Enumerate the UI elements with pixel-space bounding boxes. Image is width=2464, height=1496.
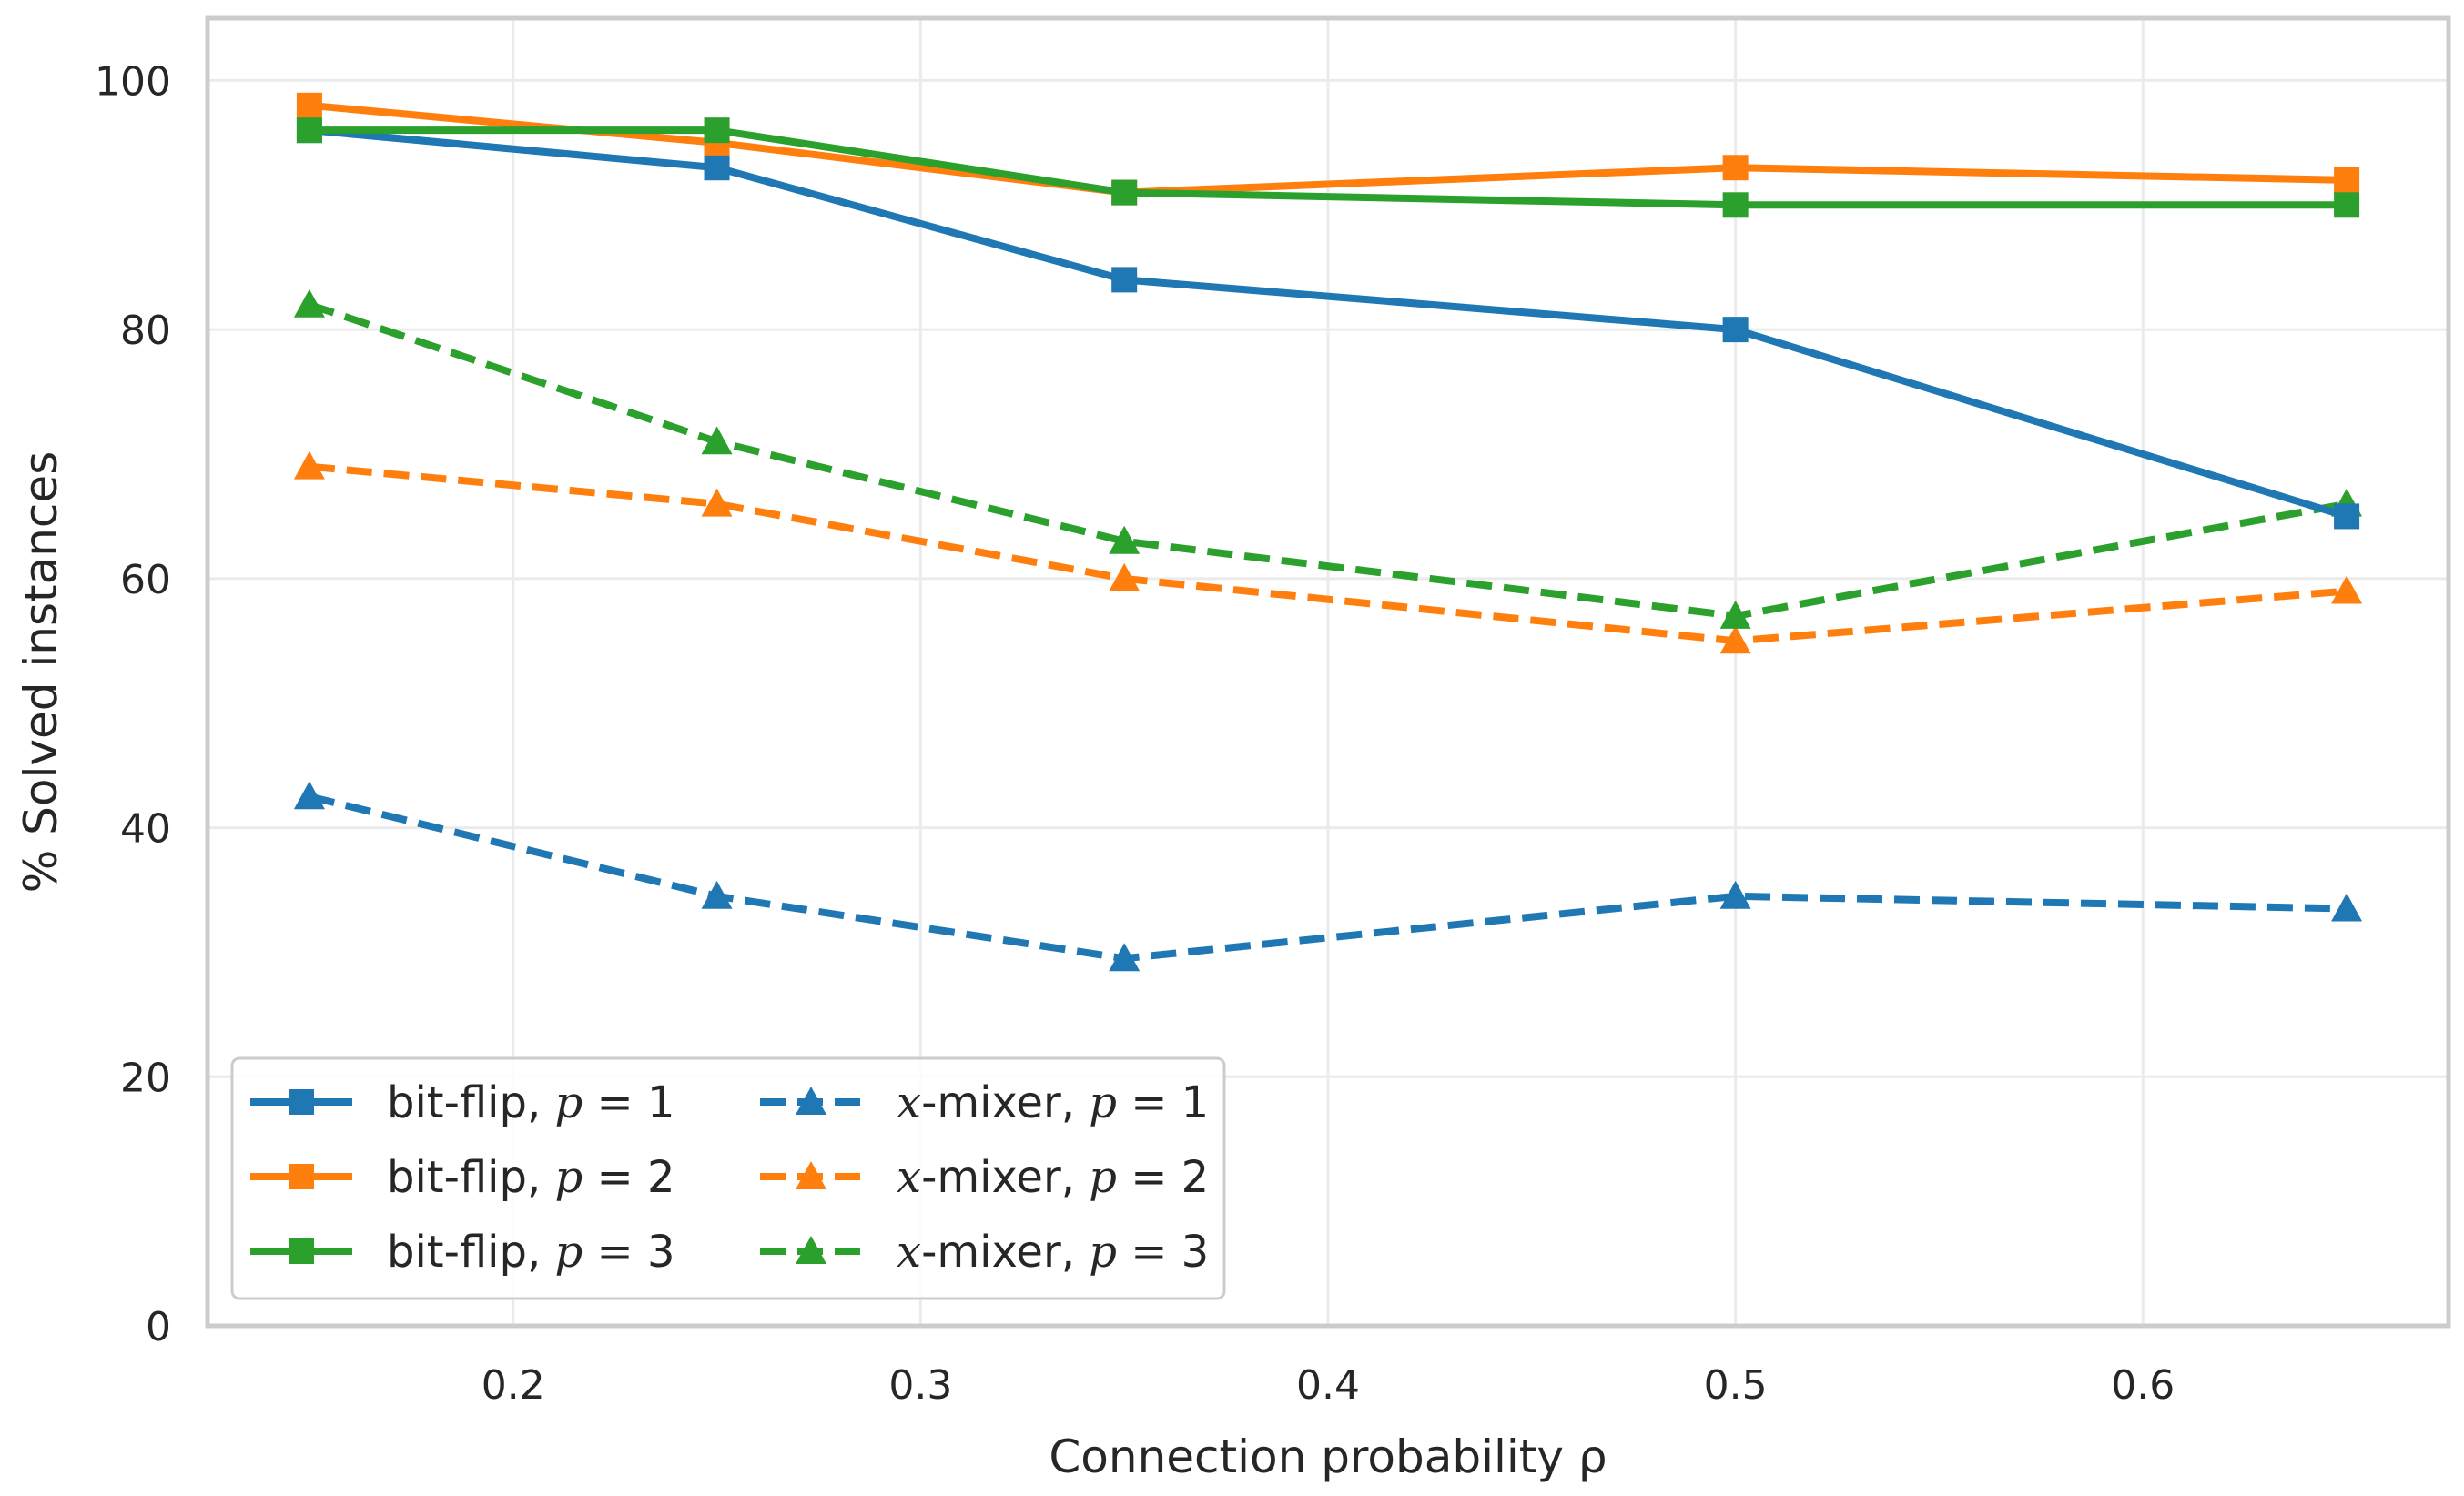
series-1-point-0 (296, 92, 322, 118)
legend-marker-5 (796, 1236, 826, 1264)
legend-item-4: x-mixer, p = 2 (760, 1152, 1209, 1203)
series-2-point-3 (1722, 192, 1749, 218)
series-4-point-1 (701, 488, 733, 517)
y-tick-label-5: 100 (95, 58, 171, 105)
legend: bit-flip, p = 1 bit-flip, p = 2 bit-flip, … (230, 1056, 1226, 1300)
series-4-point-0 (293, 450, 325, 480)
series-1-point-4 (2334, 167, 2360, 193)
legend-marker-0 (289, 1089, 314, 1115)
x-tick-label-0: 0.2 (482, 1362, 545, 1409)
legend-label-1: bit-flip, p = 2 (387, 1152, 675, 1203)
x-tick-label-1: 0.3 (888, 1362, 952, 1409)
series-0-point-1 (704, 155, 730, 181)
legend-label-3: x-mixer, p = 1 (897, 1077, 1209, 1128)
series-lines (293, 92, 2363, 972)
series-0-point-3 (1722, 317, 1749, 343)
legend-marker-1 (289, 1164, 314, 1189)
series-5 (293, 288, 2363, 629)
series-3-point-3 (1719, 880, 1751, 909)
legend-label-5: x-mixer, p = 3 (897, 1227, 1209, 1278)
plot-frame (205, 15, 2451, 1329)
series-3-point-2 (1109, 943, 1141, 972)
legend-marker-2 (289, 1238, 314, 1264)
series-2-point-0 (296, 117, 322, 144)
series-1-point-3 (1722, 155, 1749, 181)
legend-item-5: x-mixer, p = 3 (760, 1227, 1209, 1278)
series-2-point-1 (704, 117, 730, 144)
y-axis-label: % Solved instances (15, 451, 67, 893)
series-2 (296, 117, 2360, 218)
series-3-point-0 (293, 781, 325, 810)
x-axis-label: Connection probability ρ (1049, 1430, 1607, 1483)
legend-box (230, 1056, 1226, 1300)
legend-label-4: x-mixer, p = 2 (897, 1152, 1209, 1203)
series-4 (293, 450, 2363, 654)
y-tick-label-3: 60 (120, 557, 171, 603)
legend-item-0: bit-flip, p = 1 (250, 1077, 675, 1128)
legend-marker-3 (796, 1087, 826, 1115)
series-0-point-4 (2334, 503, 2360, 530)
legend-label-0: bit-flip, p = 1 (387, 1077, 675, 1128)
series-0-point-2 (1111, 267, 1138, 293)
legend-item-2: bit-flip, p = 3 (250, 1227, 675, 1278)
series-5-point-0 (293, 288, 325, 318)
y-tick-label-2: 40 (120, 806, 171, 853)
x-tick-label-4: 0.6 (2111, 1362, 2175, 1409)
series-3 (293, 781, 2363, 972)
series-5-point-2 (1109, 525, 1141, 554)
series-4-point-2 (1109, 562, 1141, 591)
legend-item-3: x-mixer, p = 1 (760, 1077, 1209, 1128)
y-tick-label-4: 80 (120, 308, 171, 354)
y-tick-label-1: 20 (120, 1055, 171, 1101)
series-3-point-4 (2331, 893, 2363, 922)
series-5-point-1 (701, 426, 733, 455)
gridlines (208, 18, 2449, 1328)
tick-labels: 0.2 0.3 0.4 0.5 0.6 0 20 40 60 80 100 (95, 58, 2175, 1409)
series-5-point-3 (1719, 600, 1751, 629)
series-2-point-2 (1111, 179, 1138, 206)
legend-label-2: bit-flip, p = 3 (387, 1227, 675, 1278)
x-tick-label-3: 0.5 (1704, 1362, 1768, 1409)
series-2-point-4 (2334, 192, 2360, 218)
legend-marker-4 (796, 1161, 826, 1189)
legend-item-1: bit-flip, p = 2 (250, 1152, 675, 1203)
series-3-point-1 (701, 880, 733, 909)
y-tick-label-0: 0 (146, 1304, 171, 1350)
series-4-point-3 (1719, 625, 1751, 654)
series-line-5 (308, 300, 2347, 620)
series-4-point-4 (2331, 575, 2363, 604)
x-tick-label-2: 0.4 (1296, 1362, 1360, 1409)
